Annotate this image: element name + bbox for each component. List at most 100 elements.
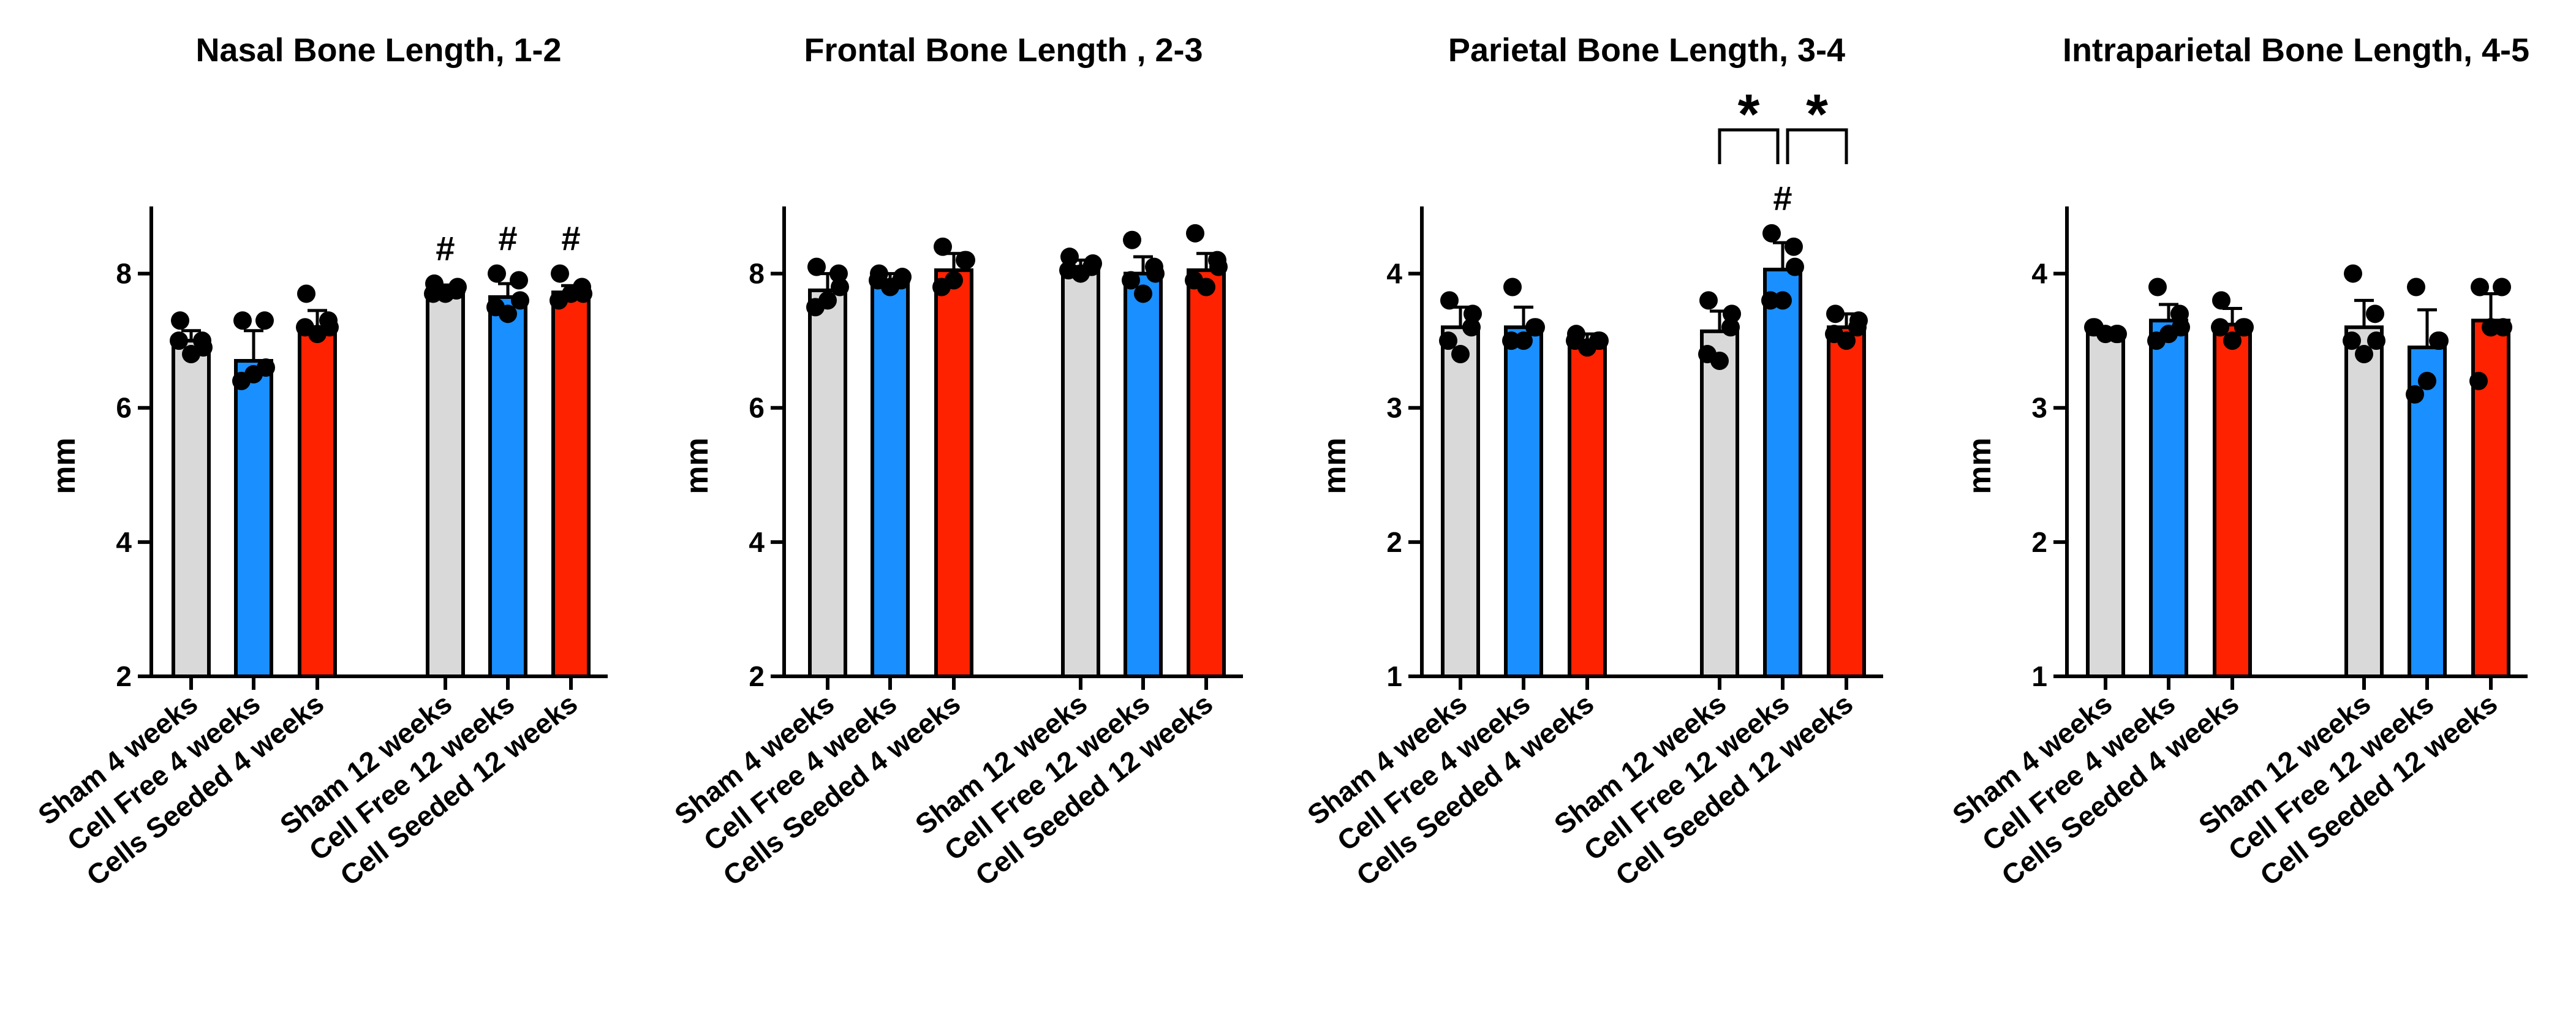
- data-point: [957, 251, 975, 270]
- significance-marker: #: [1773, 179, 1792, 217]
- significance-marker: #: [498, 219, 517, 258]
- data-point: [424, 284, 442, 303]
- data-point: [1826, 304, 1845, 323]
- data-point: [1849, 311, 1868, 330]
- bar: [1568, 339, 1607, 678]
- bar: [172, 339, 211, 678]
- data-point: [1123, 230, 1141, 249]
- bar: [551, 290, 591, 679]
- bar: [1187, 268, 1226, 679]
- bar: [2344, 325, 2384, 678]
- data-point: [1122, 271, 1140, 290]
- data-point: [807, 257, 826, 276]
- y-tick-label: 8: [116, 258, 132, 290]
- data-point: [1464, 304, 1482, 323]
- data-point: [2471, 278, 2489, 297]
- y-tick-label: 1: [2031, 660, 2047, 692]
- bar: [934, 268, 973, 679]
- data-point: [2355, 345, 2373, 364]
- data-point: [255, 311, 274, 330]
- data-point: [233, 311, 252, 330]
- data-point: [2469, 371, 2488, 390]
- data-point: [1723, 304, 1741, 323]
- data-point: [2343, 331, 2361, 350]
- data-point: [1060, 247, 1079, 266]
- data-point: [1451, 345, 1470, 364]
- data-point: [2430, 331, 2449, 350]
- bar: [2149, 319, 2188, 678]
- data-point: [1762, 224, 1781, 243]
- y-tick-label: 1: [1386, 660, 1402, 692]
- data-point: [893, 268, 912, 287]
- data-point: [2344, 264, 2362, 283]
- data-point: [869, 271, 887, 290]
- data-point: [2406, 385, 2424, 404]
- bar: [2086, 332, 2125, 678]
- bar: [1124, 271, 1163, 679]
- data-point: [1699, 291, 1718, 310]
- data-point: [296, 318, 314, 337]
- bar: [2213, 322, 2252, 678]
- data-point: [232, 371, 251, 390]
- data-point: [2084, 318, 2102, 337]
- bar: [298, 325, 337, 678]
- data-point: [1134, 284, 1152, 303]
- y-tick-label: 4: [2031, 258, 2047, 290]
- significance-star: *: [1738, 83, 1760, 146]
- significance-marker: #: [561, 219, 580, 258]
- data-point: [1146, 264, 1165, 283]
- y-axis-label: mm: [47, 437, 82, 494]
- data-point: [1785, 237, 1803, 256]
- data-point: [2407, 278, 2425, 297]
- data-point: [194, 338, 213, 357]
- y-tick-label: 2: [749, 660, 765, 692]
- data-point: [1502, 331, 1520, 350]
- data-point: [171, 311, 189, 330]
- y-axis-label: mm: [679, 437, 715, 494]
- data-point: [932, 278, 951, 297]
- data-point: [486, 298, 505, 317]
- y-tick-label: 3: [1386, 392, 1402, 424]
- data-point: [550, 291, 568, 310]
- data-point: [1786, 257, 1804, 276]
- data-point: [1439, 331, 1457, 350]
- data-point: [2235, 318, 2254, 337]
- data-point: [1527, 318, 1545, 337]
- data-point: [1185, 271, 1203, 290]
- data-point: [574, 284, 592, 303]
- data-point: [2109, 325, 2127, 344]
- data-point: [2367, 331, 2385, 350]
- data-point: [934, 237, 952, 256]
- data-point: [1462, 318, 1481, 337]
- data-point: [1186, 224, 1204, 243]
- data-point: [1698, 345, 1717, 364]
- data-point: [320, 318, 339, 337]
- bar: [234, 359, 273, 678]
- data-point: [1084, 254, 1102, 273]
- data-point: [1440, 291, 1459, 310]
- y-axis-label: mm: [1317, 437, 1353, 494]
- data-point: [1566, 331, 1584, 350]
- significance-bracket: [1718, 128, 1780, 164]
- data-point: [2223, 331, 2242, 350]
- data-point: [2147, 331, 2166, 350]
- bar: [1827, 325, 1866, 678]
- chart-title: Nasal Bone Length, 1-2: [195, 32, 561, 69]
- data-point: [2170, 304, 2189, 323]
- data-point: [829, 264, 848, 283]
- data-point: [1209, 257, 1228, 276]
- data-point: [806, 298, 825, 317]
- y-tick-label: 4: [749, 526, 765, 558]
- y-tick-label: 6: [749, 392, 765, 424]
- data-point: [2493, 278, 2511, 297]
- y-tick-label: 2: [2031, 526, 2047, 558]
- chart-title: Frontal Bone Length , 2-3: [804, 32, 1203, 69]
- bar: [1700, 329, 1739, 678]
- y-tick-label: 2: [116, 660, 132, 692]
- data-point: [2211, 318, 2229, 337]
- chart-title: Parietal Bone Length, 3-4: [1448, 32, 1845, 69]
- y-tick-label: 4: [116, 526, 132, 558]
